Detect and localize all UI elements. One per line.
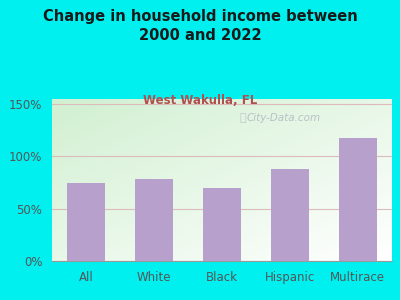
Text: West Wakulla, FL: West Wakulla, FL — [143, 94, 257, 107]
Text: ⓘ: ⓘ — [239, 113, 246, 123]
Bar — [271, 169, 309, 261]
Bar — [339, 138, 376, 261]
Text: City-Data.com: City-Data.com — [246, 113, 320, 123]
Bar — [68, 183, 105, 261]
Bar — [203, 188, 241, 261]
Text: Change in household income between
2000 and 2022: Change in household income between 2000 … — [43, 9, 357, 43]
Bar — [135, 179, 173, 261]
